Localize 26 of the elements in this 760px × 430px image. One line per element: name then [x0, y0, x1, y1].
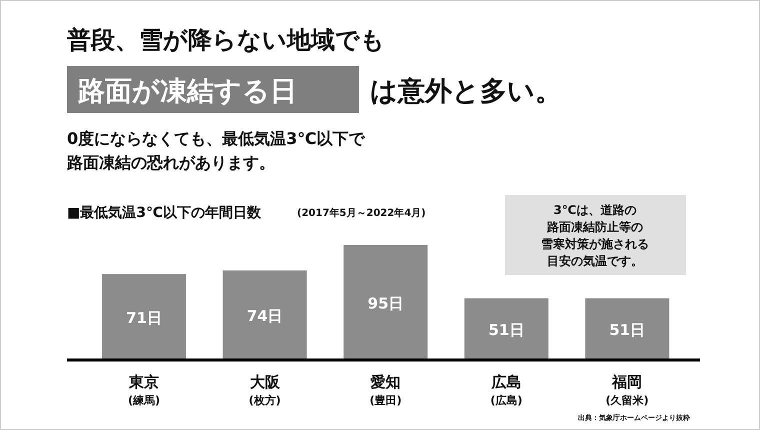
annotation: 雪寒対策が施される: [541, 237, 649, 251]
chart-title: 普段、雪が降らない地域でも: [66, 26, 385, 54]
bar: [585, 298, 670, 360]
annotation: 目安の気温です。: [547, 254, 643, 268]
chart-subtitle: ■最低気温3℃以下の年間日数: [67, 205, 262, 221]
x-tick-label: 広島 (広島): [490, 373, 522, 407]
text: は意外と多い。: [370, 76, 562, 107]
data-label: 71日: [126, 309, 162, 328]
bar: [102, 274, 186, 360]
x-tick-label: 愛知 (豊田): [370, 373, 402, 407]
x-tick-label: 福岡 (久留米): [606, 373, 649, 407]
bar: [464, 298, 548, 360]
x-tick-label: 大阪 (枚方): [248, 373, 281, 407]
bar: [344, 245, 428, 360]
data-label: 51日: [609, 321, 646, 340]
bar: [222, 270, 307, 360]
text: 3℃は、道路の: [554, 203, 636, 217]
text: 路面凍結防止等の: [546, 220, 643, 234]
text: 路面凍結の恐れがあります。: [66, 153, 275, 172]
data-label: 51日: [488, 321, 524, 340]
x-tick-label: 東京 (練馬): [128, 373, 160, 407]
text: (2017年5月～2022年4月): [297, 207, 426, 219]
data-label: 95日: [368, 294, 404, 312]
text: 路面が凍結する日: [77, 76, 297, 107]
text: 0度にならなくても、最低気温3℃以下で: [67, 129, 366, 148]
data-label: 74日: [246, 307, 283, 326]
